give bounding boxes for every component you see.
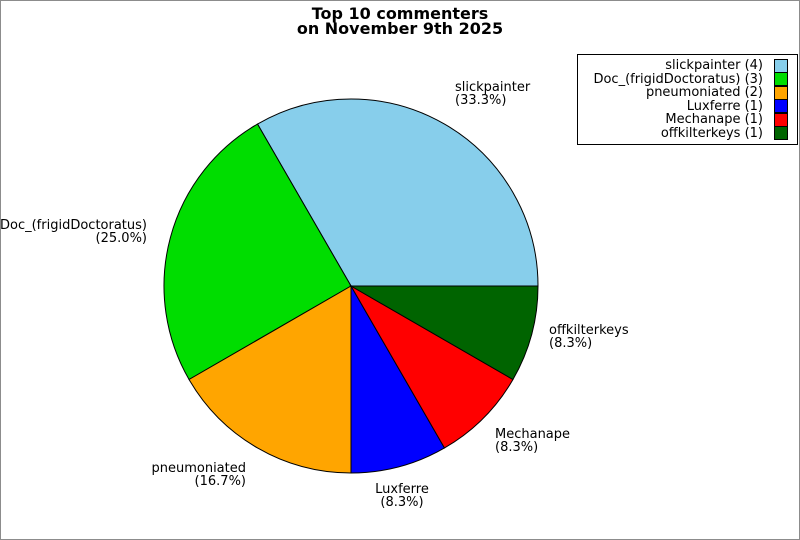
pie-label-percent: (8.3%) bbox=[549, 335, 593, 351]
legend-entry-slickpainter-4: slickpainter (4) bbox=[582, 58, 788, 73]
pie-label-mechanape: Mechanape (8.3%) bbox=[495, 427, 571, 455]
pie-label-name: pneumoniated bbox=[151, 461, 246, 476]
pie-slice-doc-frigiddoctoratus bbox=[163, 123, 352, 381]
pie-label-doc-frigiddoctoratus: Doc_(frigidDoctoratus) (25.0%) bbox=[0, 218, 147, 246]
chart-title-line2: on November 9th 2025 bbox=[296, 19, 504, 38]
chart-title: Top 10 commenters on November 9th 2025 bbox=[1, 4, 799, 38]
legend-entry-pneumoniated-2: pneumoniated (2) bbox=[582, 85, 788, 101]
legend-entry-mechanape-1: Mechanape (1) bbox=[582, 112, 788, 128]
legend-entry-offkilterkeys-1: offkilterkeys (1) bbox=[582, 125, 788, 141]
pie-slice-slickpainter bbox=[256, 98, 539, 287]
pie-slice-luxferre bbox=[350, 284, 446, 474]
legend-swatch bbox=[774, 99, 788, 114]
pie-label-name: Mechanape bbox=[495, 427, 571, 442]
legend-entry-doc-frigiddoctoratus-3: Doc_(frigidDoctoratus) (3) bbox=[582, 71, 788, 87]
pie-label-percent: (25.0%) bbox=[95, 230, 147, 246]
legend-entry-luxferre-1: Luxferre (1) bbox=[582, 98, 788, 114]
pie-label-percent: (8.3%) bbox=[380, 494, 424, 510]
pie-label-luxferre: Luxferre (8.3%) bbox=[375, 482, 429, 510]
legend: slickpainter (4) Doc_(frigidDoctoratus) (… bbox=[577, 54, 798, 145]
pie-label-pneumoniated: pneumoniated (16.7%) bbox=[151, 461, 246, 489]
legend-entry-label: pneumoniated (2) bbox=[645, 85, 763, 101]
pie-label-slickpainter: slickpainter (33.3%) bbox=[455, 80, 531, 108]
legend-swatch bbox=[774, 85, 788, 100]
pie-label-percent: (33.3%) bbox=[455, 92, 507, 108]
legend-swatch bbox=[774, 72, 788, 87]
pie-label-percent: (8.3%) bbox=[495, 439, 539, 455]
legend-entry-label: Mechanape (1) bbox=[665, 112, 763, 128]
pie-slice-pneumoniated bbox=[188, 285, 352, 474]
pie-label-name: Luxferre bbox=[375, 482, 429, 497]
pie-label-name: Doc_(frigidDoctoratus) bbox=[0, 218, 147, 233]
pie-label-percent: (16.7%) bbox=[194, 473, 246, 489]
pie-label-offkilterkeys: offkilterkeys (8.3%) bbox=[549, 323, 629, 351]
legend-swatch bbox=[774, 58, 788, 73]
legend-swatch bbox=[774, 112, 788, 127]
legend-entry-label: slickpainter (4) bbox=[665, 58, 763, 73]
pie-slice-mechanape bbox=[349, 284, 514, 449]
pie-slice-offkilterkeys bbox=[349, 285, 539, 381]
pie-label-name: offkilterkeys bbox=[549, 323, 629, 338]
legend-swatch bbox=[774, 126, 788, 141]
legend-entry-label: offkilterkeys (1) bbox=[660, 125, 763, 141]
chart-title-line1: Top 10 commenters bbox=[311, 4, 489, 23]
legend-entry-label: Luxferre (1) bbox=[686, 98, 763, 114]
pie-label-name: slickpainter bbox=[455, 80, 531, 95]
legend-entry-label: Doc_(frigidDoctoratus) (3) bbox=[593, 71, 763, 87]
